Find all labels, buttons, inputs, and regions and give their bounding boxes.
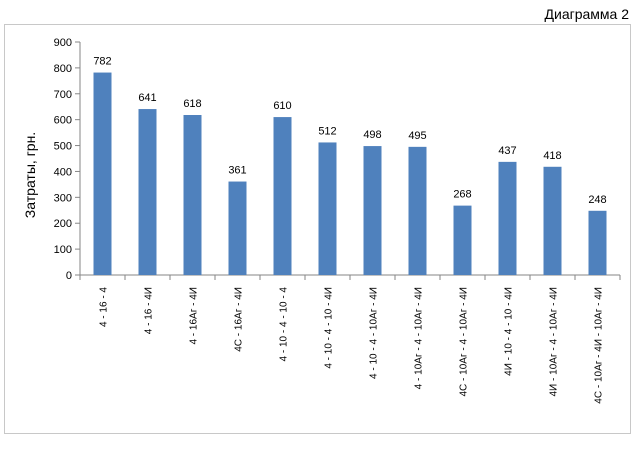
y-tick-label: 700 [54, 89, 72, 101]
x-tick-label: 4 - 10 - 4 - 10 - 4 [279, 287, 290, 362]
data-label: 610 [273, 100, 291, 112]
bar [93, 72, 112, 275]
y-tick-label: 900 [54, 37, 72, 49]
y-tick-label: 0 [66, 270, 72, 282]
data-label: 418 [543, 150, 561, 162]
data-labels: 782 641 618 361 610 512 498 495 268 437 418 248 [93, 56, 606, 206]
bar [273, 117, 292, 275]
data-label: 641 [138, 92, 156, 104]
data-label: 512 [318, 125, 336, 137]
x-axis [79, 274, 621, 280]
data-label: 268 [453, 189, 471, 201]
data-label: 248 [588, 194, 606, 206]
y-tick-label: 500 [54, 141, 72, 153]
x-tick-labels: 4 - 16 - 4 4 - 16 - 4И 4 - 16Аг - 4И 4С - 1… [99, 287, 605, 404]
bar [588, 210, 607, 275]
y-tick-label: 800 [54, 63, 72, 75]
bar [318, 142, 337, 275]
x-tick-label: 4С - 10Аг - 4 - 10Аг - 4И [459, 287, 470, 397]
figure-caption: Диаграмма 2 [544, 6, 629, 22]
y-tick-label: 100 [54, 244, 72, 256]
bars [93, 72, 607, 276]
bar [453, 205, 472, 275]
bar [138, 109, 157, 276]
bar [183, 115, 202, 275]
y-axis: 0 100 200 300 400 500 600 700 800 900 [54, 37, 81, 282]
y-tick-label: 400 [54, 166, 72, 178]
bar-chart: 0 100 200 300 400 500 600 700 800 900 782 641 618 36… [22, 37, 621, 404]
bar [543, 166, 562, 275]
data-label: 782 [93, 56, 111, 68]
x-tick-label: 4И - 10 - 4 - 10 - 4И [504, 287, 515, 376]
x-tick-label: 4И - 10Аг - 4 - 10Аг - 4И [549, 287, 560, 397]
x-tick-label: 4 - 16 - 4И [144, 287, 155, 334]
bar [408, 146, 427, 275]
x-tick-label: 4С - 16Аг - 4И [234, 287, 245, 352]
x-tick-label: 4С - 10Аг - 4И - 10Аг - 4И [594, 287, 605, 404]
y-axis-label: Затраты, грн. [22, 132, 38, 218]
y-tick-label: 300 [54, 192, 72, 204]
x-tick-label: 4 - 10 - 4 - 10 - 4И [324, 287, 335, 369]
bar [228, 181, 247, 275]
bar [363, 146, 382, 275]
data-label: 361 [228, 165, 246, 177]
y-tick-label: 200 [54, 218, 72, 230]
data-label: 618 [183, 98, 201, 110]
chart-frame: 0 100 200 300 400 500 600 700 800 900 782 641 618 36… [4, 24, 631, 434]
data-label: 437 [498, 145, 516, 157]
x-tick-label: 4 - 16 - 4 [99, 287, 110, 327]
x-tick-label: 4 - 16Аг - 4И [189, 287, 200, 345]
y-tick-label: 600 [54, 115, 72, 127]
data-label: 498 [363, 129, 381, 141]
x-tick-label: 4 - 10 - 4 - 10Аг - 4И [369, 287, 380, 379]
data-label: 495 [408, 130, 426, 142]
bar [498, 161, 517, 275]
x-tick-label: 4 - 10Аг - 4 - 10Аг - 4И [414, 287, 425, 389]
